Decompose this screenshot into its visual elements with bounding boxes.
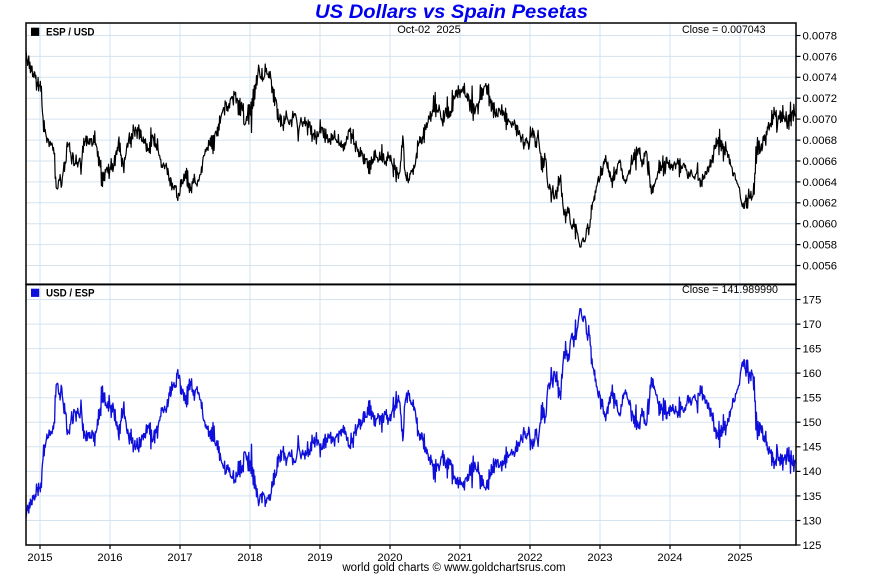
svg-text:0.0072: 0.0072 [803,93,838,105]
svg-text:2016: 2016 [97,552,122,564]
svg-text:155: 155 [803,393,822,405]
svg-text:2018: 2018 [237,552,262,564]
svg-text:2022: 2022 [517,552,542,564]
svg-text:Close = 0.007043: Close = 0.007043 [682,24,766,36]
svg-text:2024: 2024 [657,552,682,564]
svg-text:170: 170 [803,319,822,331]
svg-text:2017: 2017 [167,552,192,564]
svg-text:0.0062: 0.0062 [803,198,838,210]
svg-text:0.0066: 0.0066 [803,156,838,168]
svg-text:0.0068: 0.0068 [803,135,838,147]
svg-text:ESP / USD: ESP / USD [46,27,95,39]
svg-text:2021: 2021 [447,552,472,564]
svg-text:140: 140 [803,466,822,478]
svg-text:0.0078: 0.0078 [803,30,838,42]
svg-text:2015: 2015 [27,552,52,564]
svg-text:160: 160 [803,368,822,380]
svg-text:US Dollars vs Spain Pesetas: US Dollars vs Spain Pesetas [315,2,588,23]
svg-text:2020: 2020 [377,552,402,564]
svg-text:0.0056: 0.0056 [803,260,838,272]
svg-text:0.0060: 0.0060 [803,219,838,231]
svg-text:0.0076: 0.0076 [803,51,838,63]
svg-text:2023: 2023 [587,552,612,564]
svg-text:world gold charts © www.goldch: world gold charts © www.goldchartsrus.co… [341,562,565,574]
svg-text:0.0070: 0.0070 [803,114,838,126]
svg-text:2025: 2025 [727,552,752,564]
svg-text:Close = 141.989990: Close = 141.989990 [682,284,778,296]
svg-text:130: 130 [803,515,822,527]
svg-text:0.0064: 0.0064 [803,177,838,189]
svg-text:2019: 2019 [307,552,332,564]
svg-text:Oct-02 2025: Oct-02 2025 [397,24,461,36]
svg-text:175: 175 [803,294,822,306]
svg-text:0.0074: 0.0074 [803,72,838,84]
svg-text:125: 125 [803,540,822,552]
svg-text:165: 165 [803,344,822,356]
svg-text:135: 135 [803,491,822,503]
svg-text:0.0058: 0.0058 [803,240,838,252]
svg-text:USD / ESP: USD / ESP [46,288,95,300]
svg-text:150: 150 [803,417,822,429]
svg-text:145: 145 [803,442,822,454]
